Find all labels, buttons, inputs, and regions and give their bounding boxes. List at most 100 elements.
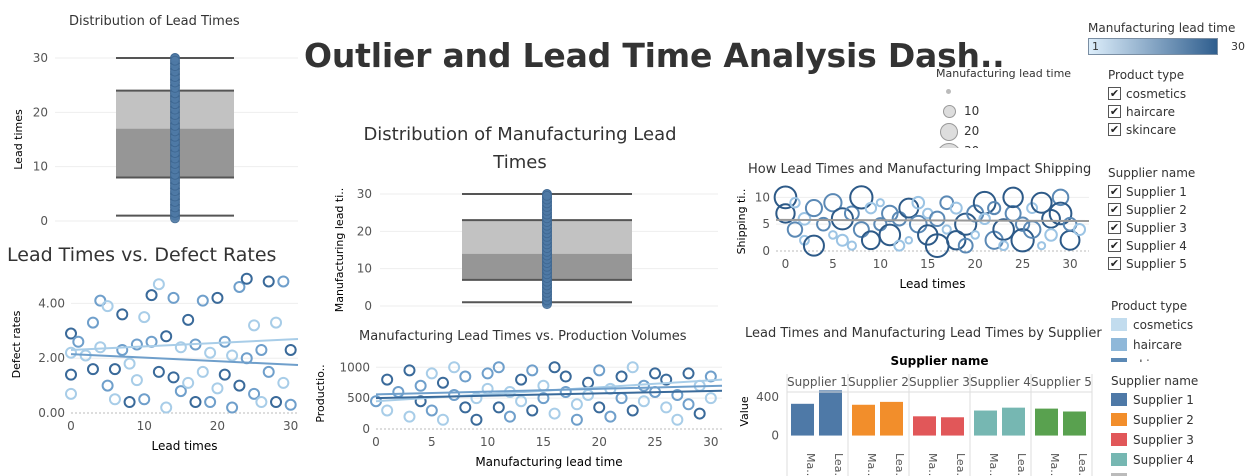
data-point [169, 372, 179, 382]
product-color-label: skincare [1133, 358, 1183, 363]
data-point [139, 312, 149, 322]
supplier-filter-2[interactable]: ✔ Supplier 2 [1108, 201, 1187, 218]
y-tick-label: 10 [755, 190, 770, 204]
supplier-filter-label: Supplier 5 [1126, 257, 1187, 271]
bar-chart-by-supplier[interactable]: Supplier name Value 0 400 Supplier 1 Ma.. Lea.… [733, 350, 1093, 476]
data-point [66, 329, 76, 339]
product-color-label: haircare [1133, 338, 1182, 352]
data-point [483, 368, 493, 378]
data-point [404, 412, 414, 422]
y-axis-label: Defect rates [10, 310, 23, 378]
data-point [212, 293, 222, 303]
data-point [583, 378, 593, 388]
checkbox-checked-icon[interactable]: ✔ [1108, 87, 1121, 100]
x-tick-label: 0 [372, 435, 380, 449]
x-tick-label: 10 [137, 419, 152, 433]
data-point [139, 394, 149, 404]
box-plot-lead-times[interactable]: Lead times 0 10 20 30 [0, 34, 300, 234]
product-color-legend: cosmetics haircare skincare [1111, 316, 1249, 362]
data-point [95, 342, 105, 352]
data-point [695, 409, 705, 419]
y-tick-label: 0 [762, 244, 770, 258]
size-legend-label-3: 30 [964, 144, 979, 148]
size-legend-label-2: 20 [964, 124, 979, 138]
box-plot-manufacturing-lead-times[interactable]: Manufacturing lead ti.. 0 10 20 30 [330, 178, 720, 316]
y-tick-label: 1000 [339, 360, 370, 374]
data-point [110, 364, 120, 374]
scatter-shipping-title: How Lead Times and Manufacturing Impact … [748, 162, 1091, 177]
scatter-mfg-lead-times-production-volumes[interactable]: Productio.. 0 500 1000 0 5 10 15 20 25 30 Manufactu… [310, 348, 730, 476]
color-scale-legend-title: Manufacturing lead time [1088, 21, 1235, 35]
data-point [271, 318, 281, 328]
bar [852, 405, 875, 436]
product-filter-haircare[interactable]: ✔ haircare [1108, 103, 1175, 120]
supplier-color-item: Supplier 4 [1111, 451, 1194, 468]
scatter-lead-times-defect-rates[interactable]: Defect rates 0.00 2.00 4.00 0 10 20 30 Lead time… [0, 268, 300, 476]
checkbox-checked-icon[interactable]: ✔ [1108, 239, 1121, 252]
checkbox-checked-icon[interactable]: ✔ [1108, 123, 1121, 136]
bar-category-label: Ma.. [1048, 453, 1061, 476]
supplier-filter-5[interactable]: ✔ Supplier 5 [1108, 255, 1187, 272]
data-point [110, 394, 120, 404]
supplier-filter-3[interactable]: ✔ Supplier 3 [1108, 219, 1187, 236]
x-tick-label: 0 [67, 419, 75, 433]
data-point [639, 381, 649, 391]
product-filter-cosmetics[interactable]: ✔ cosmetics [1108, 85, 1186, 102]
data-point [572, 415, 582, 425]
data-point [286, 345, 296, 355]
y-tick-label: 30 [33, 51, 48, 65]
checkbox-checked-icon[interactable]: ✔ [1108, 185, 1121, 198]
checkbox-checked-icon[interactable]: ✔ [1108, 257, 1121, 270]
supplier-color-legend: Supplier 1 Supplier 2 Supplier 3 Supplie… [1111, 391, 1249, 476]
supplier-filter-4[interactable]: ✔ Supplier 4 [1108, 237, 1187, 254]
data-point [516, 375, 526, 385]
x-tick-label: 20 [592, 435, 607, 449]
supplier-filter-1[interactable]: ✔ Supplier 1 [1108, 183, 1187, 200]
data-point [848, 242, 856, 250]
dashboard-title: Outlier and Lead Time Analysis Dash.. [304, 36, 1005, 75]
data-point [650, 368, 660, 378]
data-point [543, 191, 552, 200]
data-point [1011, 229, 1033, 251]
data-point [837, 235, 848, 246]
x-tick-label: 20 [968, 257, 983, 271]
data-point [804, 236, 824, 256]
supplier-color-item: Supplier 2 [1111, 411, 1194, 428]
scatter-shipping-impact[interactable]: Shipping ti.. 0 5 10 0 5 10 15 20 25 30 Lead times [733, 182, 1093, 307]
bar-category-label: Ma.. [804, 453, 817, 476]
data-point [460, 372, 470, 382]
trend-line [71, 354, 298, 365]
size-legend-dot-20 [940, 123, 958, 141]
checkbox-checked-icon[interactable]: ✔ [1108, 203, 1121, 216]
data-point [572, 399, 582, 409]
checkbox-checked-icon[interactable]: ✔ [1108, 105, 1121, 118]
product-color-item: skincare [1111, 356, 1183, 362]
data-point [594, 402, 604, 412]
data-point [661, 402, 671, 412]
data-point [1045, 229, 1057, 241]
data-point [561, 372, 571, 382]
data-point [951, 203, 962, 214]
size-legend: 10 20 30 [936, 84, 1026, 148]
supplier-header-label: Supplier 5 [1031, 375, 1092, 389]
color-swatch [1111, 413, 1127, 426]
x-tick-label: 20 [210, 419, 225, 433]
supplier-color-legend-title: Supplier name [1111, 374, 1198, 388]
data-point [117, 309, 127, 319]
data-point [227, 350, 237, 360]
data-point [416, 381, 426, 391]
y-tick-label: 400 [756, 390, 779, 404]
data-point [427, 368, 437, 378]
x-tick-label: 30 [283, 419, 298, 433]
y-tick-label: 5 [762, 217, 770, 231]
data-point [806, 200, 822, 216]
data-point [617, 372, 627, 382]
y-tick-label: 0 [771, 429, 779, 443]
checkbox-checked-icon[interactable]: ✔ [1108, 221, 1121, 234]
bar [974, 411, 997, 436]
supplier-color-label: Supplier 2 [1133, 413, 1194, 427]
data-point [906, 237, 913, 244]
data-point [190, 397, 200, 407]
product-filter-skincare[interactable]: ✔ skincare [1108, 121, 1176, 138]
product-filter-label: skincare [1126, 123, 1176, 137]
